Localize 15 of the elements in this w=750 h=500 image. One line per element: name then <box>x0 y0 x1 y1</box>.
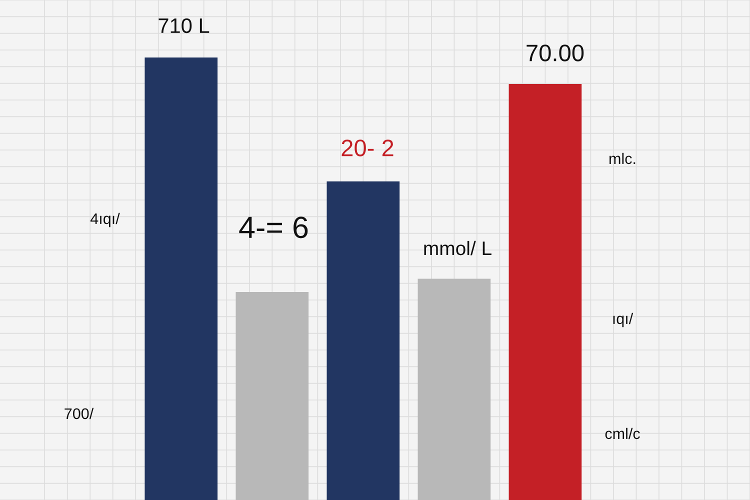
bar <box>326 181 400 500</box>
text: cml/c <box>605 428 640 440</box>
annotation: 20- 2 <box>342 140 394 156</box>
bar <box>418 278 491 500</box>
bar <box>144 58 218 500</box>
text: mlc. <box>610 152 636 164</box>
text: 4ıqı/ <box>90 212 120 228</box>
text: 700/ <box>64 408 94 420</box>
text: 710 L <box>158 18 210 34</box>
annotation: 70.00 <box>526 44 584 62</box>
annotation: 4-= 6 <box>239 216 308 238</box>
text: ıqı/ <box>613 312 634 328</box>
bar <box>236 292 309 500</box>
bar <box>508 84 582 500</box>
annotation: mmol/ L <box>424 240 492 256</box>
